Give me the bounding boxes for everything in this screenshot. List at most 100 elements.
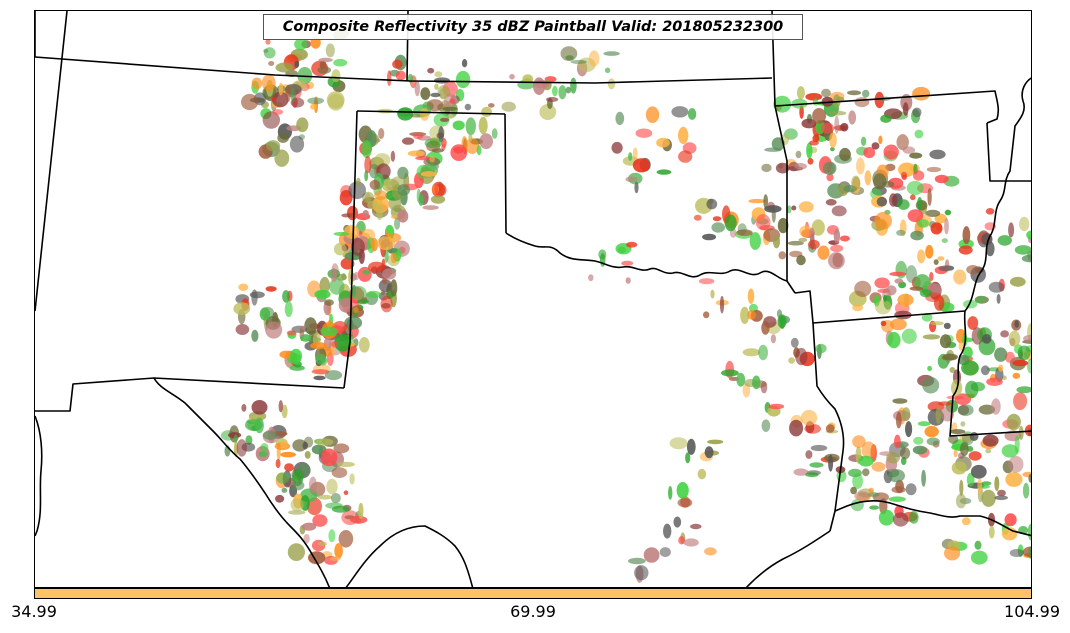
- paintball-blob: [671, 106, 689, 118]
- paintball-blob: [880, 320, 887, 327]
- paintball-blob: [338, 530, 354, 548]
- paintball-blob: [317, 541, 328, 547]
- paintball-blob: [241, 93, 259, 111]
- paintball-blob: [481, 106, 492, 117]
- paintball-blob: [588, 274, 594, 282]
- paintball-blob: [330, 493, 341, 504]
- paintball-blob: [894, 434, 901, 449]
- paintball-blob: [742, 348, 761, 357]
- paintball-blob: [390, 252, 397, 264]
- paintball-blob: [420, 107, 430, 121]
- paintball-blob: [1028, 473, 1031, 483]
- paintball-blob: [747, 288, 755, 304]
- map-panel: [34, 10, 1032, 588]
- paintball-blob: [308, 476, 317, 494]
- paintball-blob: [317, 66, 332, 74]
- paintball-blob: [1000, 330, 1009, 338]
- paintball-blob: [324, 299, 334, 306]
- paintball-blob: [280, 451, 296, 458]
- paintball-blob: [402, 137, 415, 145]
- paintball-blob: [320, 326, 338, 336]
- paintball-blob: [1017, 345, 1031, 361]
- paintball-blob: [892, 512, 909, 527]
- paintball-blob: [331, 467, 348, 478]
- paintball-blob: [274, 149, 290, 167]
- paintball-blob: [420, 87, 431, 100]
- paintball-blob: [643, 547, 660, 563]
- paintball-blob: [899, 293, 911, 308]
- paintball-blob: [963, 299, 978, 309]
- paintball-blob: [1004, 351, 1016, 363]
- paintball-blob: [980, 365, 990, 376]
- paintball-blob: [908, 511, 919, 524]
- paintball-blob: [974, 540, 982, 550]
- paintball-blob: [281, 487, 288, 493]
- paintball-blob: [278, 400, 283, 413]
- paintball-blob: [712, 216, 722, 222]
- paintball-blob: [1008, 330, 1021, 347]
- paintball-blob: [539, 104, 557, 120]
- paintball-blob: [329, 556, 341, 561]
- paintball-blob: [968, 451, 982, 461]
- boundary-line: [343, 110, 358, 389]
- paintball-blob: [863, 147, 876, 159]
- paintball-blob: [1018, 425, 1024, 440]
- paintball-blob: [301, 522, 317, 531]
- paintball-blob: [394, 217, 401, 230]
- paintball-blob: [806, 142, 813, 159]
- paintball-blob: [552, 85, 558, 97]
- paintball-blob: [985, 448, 992, 454]
- paintball-blob: [922, 376, 940, 394]
- paintball-blob: [1008, 222, 1015, 238]
- paintball-blob: [277, 132, 289, 143]
- paintball-blob: [943, 322, 951, 330]
- paintball-blob: [927, 365, 932, 372]
- paintball-blob: [704, 446, 714, 459]
- paintball-blob: [307, 97, 324, 105]
- paintball-blob: [546, 97, 559, 102]
- paintball-blob: [736, 372, 746, 387]
- paintball-blob: [284, 463, 294, 472]
- paintball-blob: [787, 240, 804, 246]
- paintball-blob: [962, 226, 971, 245]
- paintball-blob: [871, 142, 880, 150]
- paintball-blob: [324, 370, 343, 381]
- paintball-blob: [930, 222, 943, 235]
- paintball-blob: [258, 451, 268, 457]
- paintball-blob: [479, 133, 494, 150]
- paintball-blob: [438, 126, 444, 143]
- paintball-blob: [275, 494, 285, 503]
- boundary-line: [356, 110, 506, 115]
- paintball-blob: [854, 280, 872, 297]
- paintball-blob: [407, 150, 425, 157]
- paintball-blob: [491, 128, 498, 139]
- paintball-blob: [901, 328, 917, 344]
- paintball-blob: [982, 434, 999, 447]
- paintball-blob: [721, 369, 739, 377]
- paintball-blob: [910, 194, 916, 201]
- paintball-blob: [461, 59, 468, 68]
- paintball-blob: [344, 316, 363, 330]
- paintball-blob: [286, 330, 297, 336]
- paintball-blob: [337, 461, 355, 467]
- paintball-blob: [364, 155, 372, 174]
- paintball-blob: [272, 109, 284, 115]
- paintball-blob: [635, 128, 653, 138]
- paintball-blob: [958, 341, 964, 351]
- paintball-blob: [970, 464, 987, 479]
- paintball-blob: [724, 214, 737, 232]
- paintball-blob: [390, 279, 398, 297]
- paintball-blob: [958, 245, 973, 255]
- paintball-blob: [878, 509, 895, 526]
- paintball-blob: [798, 237, 808, 243]
- paintball-blob: [330, 268, 338, 282]
- paintball-blob: [311, 369, 330, 375]
- paintball-blob: [397, 166, 409, 180]
- paintball-blob: [347, 205, 358, 221]
- boundary-line: [35, 11, 68, 312]
- paintball-blob: [775, 162, 790, 174]
- paintball-blob: [848, 110, 857, 125]
- paintball-blob: [615, 111, 625, 125]
- paintball-blob: [996, 293, 1001, 304]
- paintball-blob: [343, 490, 349, 496]
